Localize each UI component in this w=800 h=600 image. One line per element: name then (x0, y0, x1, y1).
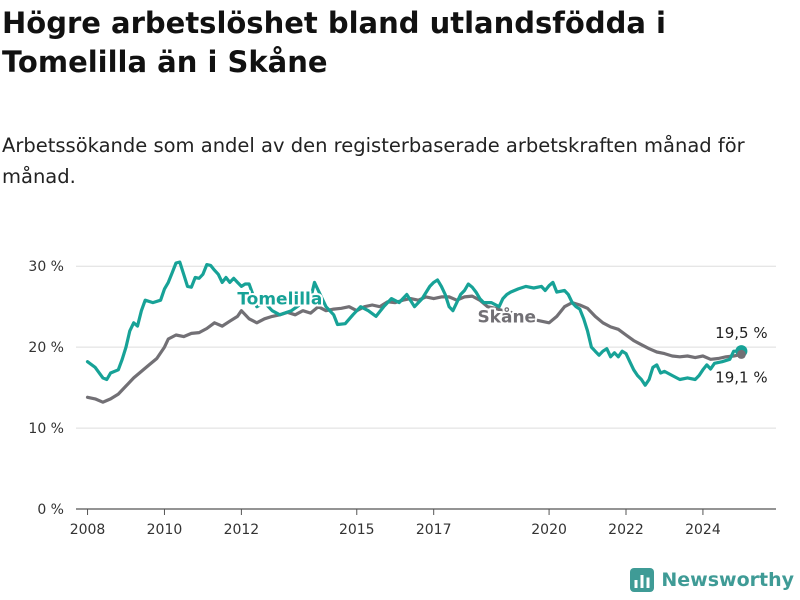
series-lines (85, 260, 748, 404)
end-marker-skane (736, 349, 746, 359)
end-label-skane: 19,1 % (715, 368, 767, 386)
x-tick-label: 2010 (147, 522, 183, 538)
x-tick-label: 2008 (70, 522, 106, 538)
newsworthy-logo: Newsworthy (629, 567, 794, 593)
newsworthy-icon (630, 568, 655, 592)
y-tick-label: 20 % (28, 340, 64, 356)
chart-subtitle: Arbetssökande som andel av den registerb… (2, 134, 745, 188)
gridlines (76, 265, 776, 510)
y-tick-label: 30 % (28, 259, 64, 275)
chart-title: Högre arbetslöshet bland utlandsfödda i … (2, 6, 666, 79)
x-tick-label: 2015 (339, 522, 375, 538)
x-tick-label: 2022 (608, 522, 644, 538)
x-tick-label: 2017 (416, 522, 452, 538)
end-label-tomelilla: 19,5 % (715, 324, 767, 342)
brand-name: Newsworthy (661, 569, 794, 591)
x-tick-label: 2024 (685, 522, 721, 538)
series-line-skane (85, 294, 743, 404)
x-tick-label: 2012 (224, 522, 260, 538)
x-tick-label: 2020 (531, 522, 567, 538)
series-label-skane: Skåne (477, 305, 536, 327)
axes: 0 % 10 % 20 % 30 % 2008 2010 2012 2015 2017 2020 2… (28, 259, 720, 538)
series-label-tomelilla: Tomelilla (237, 290, 322, 310)
series-labels: Tomelilla Skåne 19,5 % 19,1 % (235, 288, 769, 388)
series-line-tomelilla (85, 260, 743, 387)
y-tick-label: 0 % (37, 502, 64, 518)
y-tick-label: 10 % (28, 421, 64, 437)
